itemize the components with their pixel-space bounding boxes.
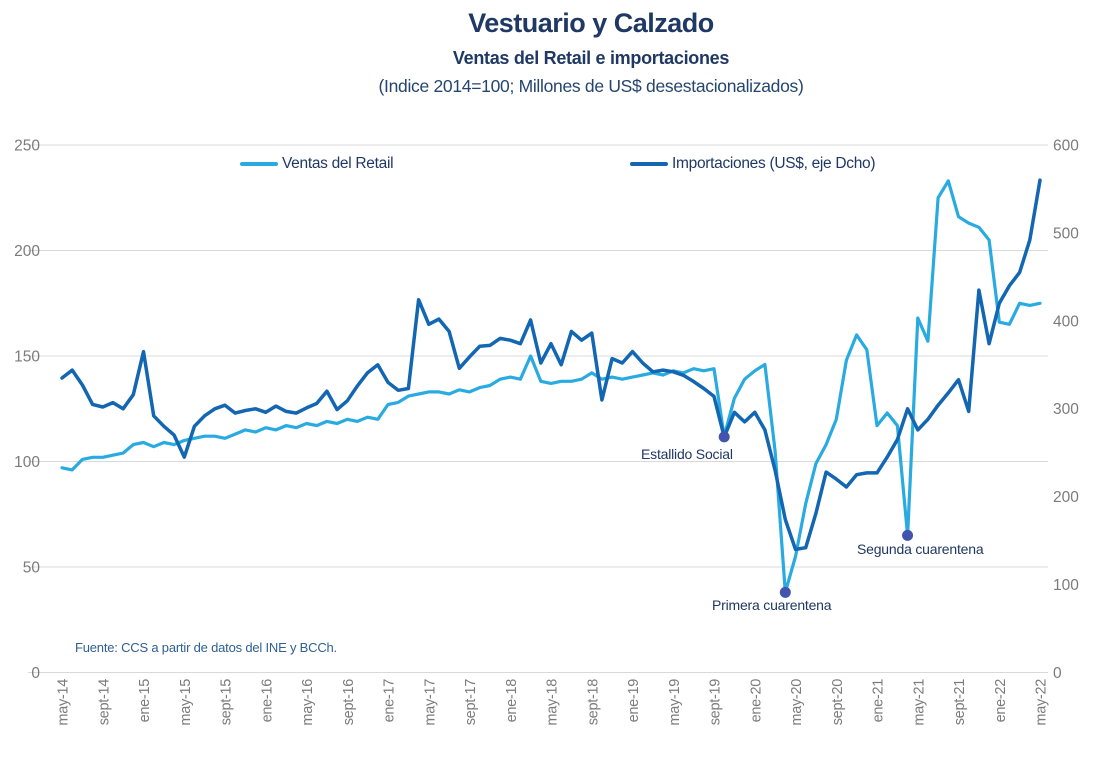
x-tick-label: sept-19 [708, 679, 724, 725]
x-tick-label: sept-14 [96, 679, 112, 725]
chart-subtitle: Ventas del Retail e importaciones [452, 48, 730, 69]
x-tick-label: may-18 [545, 679, 561, 726]
y-left-tick-label: 0 [31, 665, 40, 682]
x-tick-label: ene-21 [871, 679, 887, 723]
y-right-tick-label: 400 [1053, 313, 1079, 330]
chart-header: Vestuario y Calzado Ventas del Retail e … [379, 6, 804, 97]
x-tick-label: ene-16 [259, 679, 275, 723]
x-tick-label: may-22 [1034, 679, 1050, 726]
legend-item-retail: Ventas del Retail [240, 155, 394, 173]
y-left-tick-label: 250 [14, 137, 40, 154]
source-note: Fuente: CCS a partir de datos del INE y … [75, 640, 337, 655]
y-left-tick-label: 50 [23, 559, 41, 576]
y-right-tick-label: 0 [1053, 665, 1062, 682]
x-tick-label: sept-15 [219, 679, 235, 725]
y-right-tick-label: 200 [1053, 489, 1079, 506]
annotation-marker-dot [902, 529, 914, 541]
annotation-marker-dot [779, 586, 791, 598]
series-ventas_retail-line [60, 179, 1042, 594]
x-tick-label: may-14 [56, 679, 72, 726]
legend-swatch-retail-icon [240, 162, 278, 166]
x-tick-label: may-16 [300, 679, 316, 726]
x-tick-label: ene-19 [626, 679, 642, 723]
chart-unit-label: (Indice 2014=100; Millones de US$ desest… [378, 76, 804, 97]
page-title: Vestuario y Calzado [468, 8, 714, 38]
annotation-primera-cuarentena: Primera cuarentena [712, 597, 832, 613]
x-tick-label: ene-18 [504, 679, 520, 723]
y-right-tick-label: 600 [1053, 137, 1079, 154]
annotation-marker-dot [718, 431, 730, 443]
y-right-tick-label: 500 [1053, 225, 1079, 242]
legend-label-imports: Importaciones (US$, eje Dcho) [672, 155, 876, 172]
x-tick-label: may-21 [911, 679, 927, 726]
legend-swatch-imports-icon [630, 162, 668, 166]
annotation-segunda-cuarentena: Segunda cuarentena [857, 541, 984, 557]
x-tick-label: may-20 [789, 679, 805, 726]
x-tick-label: sept-21 [952, 679, 968, 725]
x-tick-label: may-19 [667, 679, 683, 726]
legend-item-imports: Importaciones (US$, eje Dcho) [630, 155, 876, 173]
x-tick-label: may-15 [178, 679, 194, 726]
y-right-tick-label: 300 [1053, 401, 1079, 418]
y-right-tick-label: 100 [1053, 577, 1079, 594]
x-tick-label: ene-20 [748, 679, 764, 723]
y-left-tick-label: 150 [14, 348, 40, 365]
x-tick-label: ene-17 [382, 679, 398, 723]
annotation-estallido-social: Estallido Social [641, 446, 733, 462]
x-tick-label: sept-18 [585, 679, 601, 725]
series-importaciones-line [60, 178, 1042, 552]
x-tick-label: sept-20 [830, 679, 846, 725]
x-tick-label: sept-16 [341, 679, 357, 725]
x-tick-label: ene-15 [137, 679, 153, 723]
x-tick-label: sept-17 [463, 679, 479, 725]
x-tick-label: ene-22 [993, 679, 1009, 723]
y-left-tick-label: 200 [14, 243, 40, 260]
y-left-tick-label: 100 [14, 454, 40, 471]
x-tick-label: may-17 [422, 679, 438, 726]
legend-label-retail: Ventas del Retail [282, 155, 394, 172]
